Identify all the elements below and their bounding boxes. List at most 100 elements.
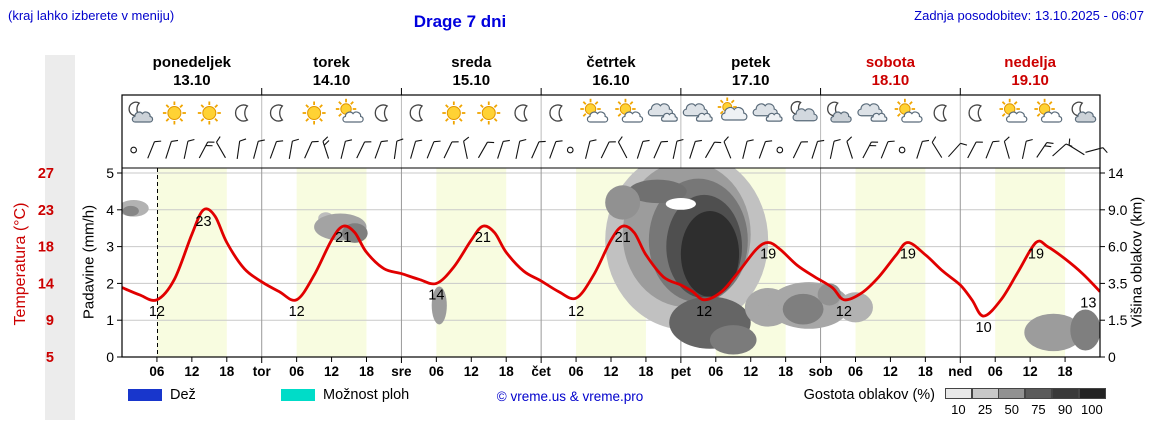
- weather-icon-cloud: [647, 103, 678, 122]
- hour-tick-label: 06: [149, 364, 165, 379]
- hour-tick-label: 18: [219, 364, 235, 379]
- precip-tick-label: 3: [106, 239, 114, 255]
- day-abbrev-label: čet: [531, 364, 551, 379]
- temperature-label: 19: [1028, 247, 1044, 263]
- temperature-label: 13: [1080, 296, 1096, 312]
- wind-barb: [426, 140, 441, 159]
- hour-tick-label: 12: [324, 364, 339, 379]
- copyright-link[interactable]: © vreme.us & vreme.pro: [496, 389, 644, 404]
- cloud-height-tick-label: 1.5: [1108, 312, 1128, 328]
- wind-barb: [198, 141, 215, 159]
- weather-icon-cloud: [857, 103, 888, 122]
- wind-barb: [985, 140, 1000, 159]
- temperature-label: 12: [568, 304, 584, 320]
- wind-barb: [880, 140, 895, 159]
- wind-barb: [829, 138, 841, 159]
- wind-barb: [393, 138, 404, 159]
- precip-tick-label: 1: [106, 312, 114, 328]
- day-abbrev-label: sob: [809, 364, 833, 379]
- weather-icon-sun-cloud: [894, 98, 923, 123]
- weather-icon-sun-cloud: [580, 98, 609, 123]
- weather-icon-sun-cloud: [999, 98, 1028, 123]
- page-title: Drage 7 dni: [413, 12, 507, 31]
- wind-barb: [967, 141, 983, 159]
- temp-tick-label: 18: [38, 240, 54, 256]
- cloud-density-label: Gostota oblakov (%): [803, 387, 935, 403]
- wind-barb: [1036, 141, 1054, 158]
- temperature-label: 21: [475, 230, 491, 246]
- wind-barb: [1003, 136, 1010, 159]
- sun-icon: [477, 101, 501, 125]
- day-name: petek: [731, 54, 771, 71]
- day-date: 18.10: [871, 72, 910, 89]
- hour-tick-label: 06: [848, 364, 864, 379]
- cloud-icon: [1074, 111, 1097, 123]
- wind-barb: [215, 136, 226, 159]
- wind-barbs-row: [130, 136, 1108, 159]
- hour-tick-label: 18: [359, 364, 375, 379]
- temperature-label: 21: [335, 230, 351, 246]
- wind-barb: [549, 140, 563, 159]
- wind-barb: [322, 136, 330, 159]
- wind-barb: [898, 146, 906, 154]
- wind-barb: [689, 139, 702, 159]
- weather-icon-sun-cloud: [1034, 98, 1063, 123]
- weather-icon-cloud: [682, 103, 713, 122]
- daylight-band: [156, 168, 227, 357]
- wind-barb: [792, 141, 808, 159]
- day-abbrev-label: ned: [948, 364, 972, 379]
- wind-barb: [236, 138, 247, 159]
- cloud-density-scale-segment: [1025, 388, 1053, 399]
- hour-tick-label: 06: [708, 364, 724, 379]
- rain-legend-label: Dež: [170, 387, 196, 403]
- wind-barb: [356, 141, 372, 159]
- moon-icon: [374, 104, 389, 122]
- precip-tick-label: 4: [106, 202, 114, 218]
- hour-tick-label: 12: [743, 364, 758, 379]
- cloud-icon: [131, 111, 154, 123]
- hour-tick-label: 12: [603, 364, 618, 379]
- wind-barb: [672, 138, 684, 159]
- moon-icon: [514, 104, 528, 122]
- menu-hint: (kraj lahko izberete v meniju): [8, 8, 175, 23]
- temp-tick-label: 5: [46, 350, 54, 366]
- wind-barb: [304, 140, 319, 159]
- weather-icons-row: [128, 97, 1097, 125]
- temp-tick-label: 27: [38, 166, 54, 182]
- cloud-icon: [721, 106, 748, 121]
- temp-tick-label: 9: [46, 313, 54, 329]
- weather-icon-sun: [162, 101, 186, 125]
- weather-icon-moon: [235, 104, 249, 122]
- weather-icon-moon-cloud: [128, 101, 154, 123]
- wind-barb: [811, 139, 825, 159]
- moon-icon: [235, 104, 249, 122]
- hour-tick-label: 18: [638, 364, 654, 379]
- cloud-density-scale-segment: [998, 388, 1026, 399]
- weather-icon-sun: [197, 101, 221, 125]
- wind-barb: [147, 140, 162, 159]
- moon-icon: [409, 104, 424, 122]
- wind-barb: [183, 138, 195, 159]
- wind-barb: [515, 138, 527, 159]
- hour-tick-label: 12: [1023, 364, 1038, 379]
- wind-barb: [288, 138, 299, 159]
- cloud-density-scale-value: 10: [951, 402, 966, 417]
- cloud-density-scale-value: 25: [977, 402, 993, 417]
- weather-icon-sun: [442, 101, 466, 125]
- day-date: 15.10: [452, 72, 491, 89]
- wind-barb: [931, 136, 943, 158]
- hour-tick-label: 18: [499, 364, 515, 379]
- wind-barb: [374, 140, 388, 159]
- moon-icon: [968, 104, 982, 122]
- weather-icon-sun: [477, 101, 501, 125]
- daylight-band: [296, 168, 367, 357]
- cloud-icon: [1040, 111, 1063, 123]
- temperature-label: 12: [149, 304, 165, 320]
- temp-tick-label: 14: [38, 276, 54, 292]
- hour-tick-label: 12: [184, 364, 199, 379]
- cloud-icon: [695, 112, 713, 122]
- wind-barb: [443, 141, 459, 159]
- wind-barb: [846, 136, 853, 159]
